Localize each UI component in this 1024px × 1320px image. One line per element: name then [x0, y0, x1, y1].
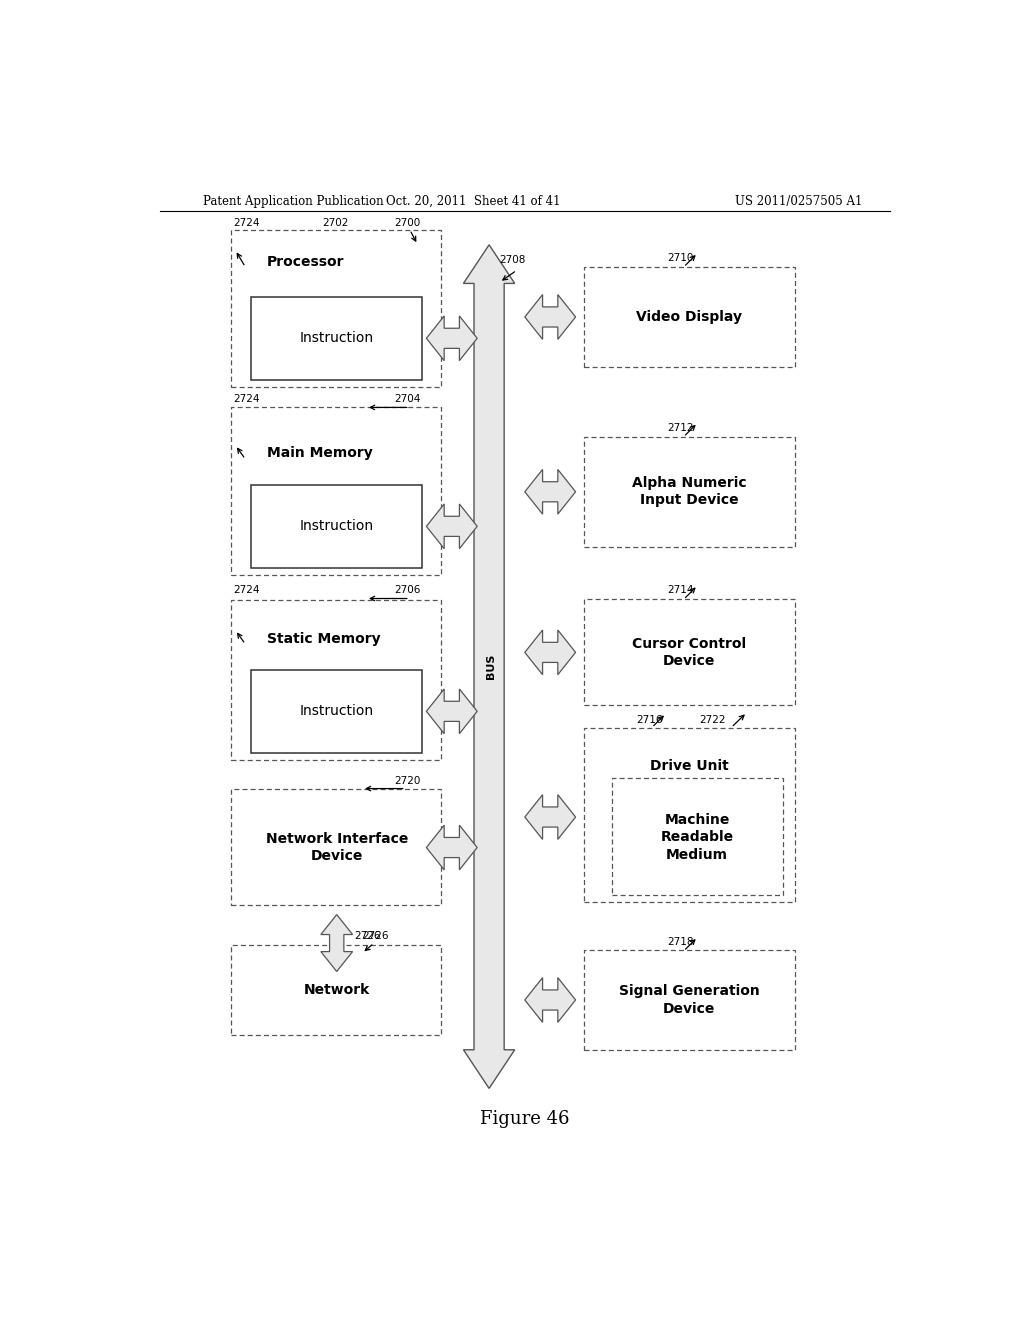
Text: 2724: 2724 [232, 395, 259, 404]
Text: 2704: 2704 [394, 395, 420, 404]
Text: Machine
Readable
Medium: Machine Readable Medium [660, 813, 733, 862]
Text: Cursor Control
Device: Cursor Control Device [632, 636, 746, 668]
Text: BUS: BUS [486, 653, 497, 680]
Bar [251, 297, 422, 380]
Polygon shape [524, 978, 575, 1022]
Text: 2716: 2716 [636, 714, 663, 725]
Bar [585, 267, 795, 367]
Bar [251, 669, 422, 752]
Polygon shape [426, 315, 477, 360]
Text: Video Display: Video Display [636, 310, 742, 323]
Bar [585, 598, 795, 705]
Text: Instruction: Instruction [300, 519, 374, 533]
Bar [585, 950, 795, 1049]
Text: 2722: 2722 [699, 714, 726, 725]
Bar [612, 779, 782, 895]
Polygon shape [524, 470, 575, 515]
Text: Instruction: Instruction [300, 705, 374, 718]
Text: 2700: 2700 [394, 218, 420, 227]
Text: Drive Unit: Drive Unit [649, 759, 728, 774]
Bar [585, 437, 795, 546]
Text: US 2011/0257505 A1: US 2011/0257505 A1 [735, 194, 862, 207]
Bar [231, 788, 441, 906]
Text: Signal Generation
Device: Signal Generation Device [618, 985, 760, 1015]
Text: Figure 46: Figure 46 [480, 1110, 569, 1127]
Text: 2718: 2718 [668, 937, 694, 948]
Bar [231, 408, 441, 576]
Polygon shape [464, 244, 515, 1089]
Polygon shape [426, 504, 477, 549]
Text: 2724: 2724 [232, 586, 259, 595]
Text: 2710: 2710 [668, 253, 694, 263]
Bar [231, 945, 441, 1035]
Text: 2712: 2712 [668, 422, 694, 433]
Polygon shape [426, 825, 477, 870]
Polygon shape [321, 915, 352, 972]
Text: 2708: 2708 [500, 255, 525, 265]
Bar [231, 230, 441, 387]
Text: Network: Network [303, 983, 370, 997]
Bar [251, 484, 422, 568]
Polygon shape [524, 294, 575, 339]
Polygon shape [524, 795, 575, 840]
Polygon shape [426, 689, 477, 734]
Text: Instruction: Instruction [300, 331, 374, 346]
Text: 2706: 2706 [394, 586, 420, 595]
Polygon shape [524, 630, 575, 675]
Text: 2702: 2702 [323, 218, 349, 227]
Text: Patent Application Publication: Patent Application Publication [204, 194, 384, 207]
Text: 2726: 2726 [354, 931, 381, 941]
Text: Oct. 20, 2011  Sheet 41 of 41: Oct. 20, 2011 Sheet 41 of 41 [386, 194, 560, 207]
Text: 2720: 2720 [394, 776, 420, 785]
Text: Alpha Numeric
Input Device: Alpha Numeric Input Device [632, 477, 746, 507]
Text: Main Memory: Main Memory [267, 446, 373, 461]
Text: 2724: 2724 [232, 218, 259, 227]
Text: Network Interface
Device: Network Interface Device [265, 832, 408, 863]
Bar [231, 599, 441, 760]
Text: Processor: Processor [267, 255, 344, 269]
Bar [585, 727, 795, 903]
Text: Static Memory: Static Memory [267, 632, 381, 647]
Text: 2726: 2726 [362, 931, 389, 941]
Text: 2714: 2714 [668, 586, 694, 595]
